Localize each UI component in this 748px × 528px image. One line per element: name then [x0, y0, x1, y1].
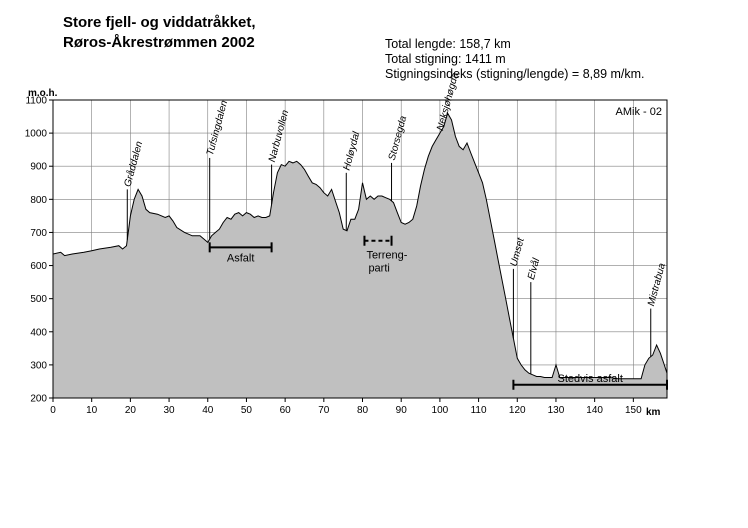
x-tick-label: 80	[357, 405, 369, 416]
place-label: Storsegda	[387, 114, 410, 161]
place-label: Tufsingdalen	[205, 99, 230, 157]
x-tick-label: 150	[625, 405, 642, 416]
x-tick-label: 0	[50, 405, 56, 416]
segment-label: Asfalt	[227, 252, 255, 264]
place-label: Gråddalen	[122, 140, 146, 189]
x-tick-label: 50	[241, 405, 253, 416]
x-tick-label: 10	[86, 405, 98, 416]
chart-title-line2: Røros-Åkrestrømmen 2002	[63, 34, 255, 51]
plot-frame	[52, 99, 668, 399]
x-tick-label: 90	[396, 405, 408, 416]
chart-title-line1: Store fjell- og viddatråkket,	[63, 14, 256, 31]
elevation-area	[52, 111, 668, 399]
place-label: Neksjøhøgda	[435, 71, 461, 132]
axis-ticks: 0 10 20 30 40 50 60 70 80 90 100 110 120 130 140 150 200…	[25, 96, 642, 417]
segment-label-line2: parti	[368, 263, 389, 275]
y-tick-label: 400	[30, 327, 47, 338]
place-label: Narbuvollen	[267, 109, 292, 164]
x-tick-label: 70	[318, 405, 330, 416]
y-tick-label: 500	[30, 294, 47, 305]
x-tick-label: 120	[509, 405, 526, 416]
x-tick-label: 100	[432, 405, 449, 416]
segment-label: Terreng-	[366, 250, 407, 262]
place-label: Holøydal	[342, 130, 363, 172]
place-label: Umset	[509, 236, 527, 268]
x-tick-label: 60	[280, 405, 292, 416]
y-tick-label: 1100	[25, 96, 47, 107]
y-tick-label: 700	[30, 228, 47, 239]
y-axis-label: m.o.h.	[28, 88, 58, 99]
x-tick-label: 110	[471, 405, 487, 416]
y-tick-label: 1000	[25, 129, 48, 140]
x-tick-label: 140	[586, 405, 603, 416]
x-axis-label: km	[646, 407, 661, 418]
place-label: Mistrabua	[646, 262, 668, 308]
y-tick-label: 900	[30, 162, 47, 173]
segment-label: Stedvis asfalt	[557, 373, 622, 385]
x-tick-label: 20	[125, 405, 137, 416]
stat-total-length: Total lengde: 158,7 km	[385, 37, 511, 51]
stat-total-climb: Total stigning: 1411 m	[385, 52, 506, 66]
x-tick-label: 130	[548, 405, 565, 416]
y-tick-label: 800	[30, 195, 47, 206]
chart-credit: AMik - 02	[616, 106, 662, 118]
y-tick-label: 300	[30, 360, 47, 371]
y-tick-label: 200	[30, 394, 47, 405]
x-tick-label: 30	[164, 405, 176, 416]
x-tick-label: 40	[202, 405, 214, 416]
y-tick-label: 600	[30, 261, 47, 272]
place-label: Elvål	[525, 256, 542, 281]
stat-climb-index: Stigningsindeks (stigning/lengde) = 8,89…	[385, 67, 645, 81]
